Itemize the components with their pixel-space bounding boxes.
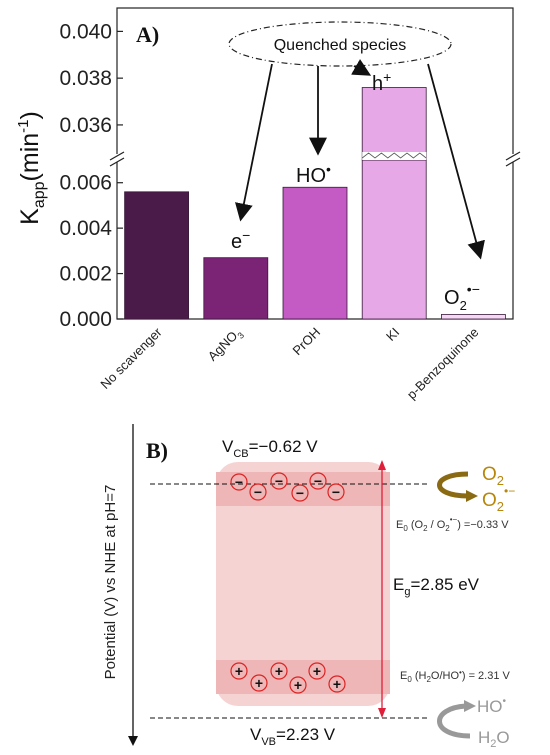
potential-axis-label: Potential (V) vs NHE at pH=7: [102, 485, 119, 680]
panel-a: 0.000 0.002 0.004 0.006 0.036 0.038 0.040 No s…: [15, 7, 521, 402]
hole: [308, 662, 326, 680]
e0-o2-label: E0 (O2 / O2•−) =−0.33 V: [396, 515, 509, 533]
axis-break-right: [505, 151, 521, 167]
axis-break-left: [109, 151, 125, 167]
category-label: No scavenger: [97, 324, 165, 392]
y-tick-label: 0.036: [59, 114, 112, 137]
y-tick-label: 0.038: [59, 67, 112, 90]
panel-b: Potential (V) vs NHE at pH=7 B) −−−−−− +…: [102, 424, 515, 750]
hole-sign: +: [255, 675, 263, 691]
bar: [282, 186, 348, 320]
electron: [230, 473, 248, 491]
electron-sign: −: [275, 473, 283, 489]
water-oxidation-arrowhead: [464, 700, 476, 712]
y-tick-label: 0.040: [59, 20, 112, 43]
water-label: H2O: [478, 728, 510, 750]
electron-sign: −: [314, 473, 322, 489]
band-gap-arrowhead-bottom: [378, 708, 386, 718]
y-tick-label: 0.004: [59, 217, 112, 240]
panel-a-label: A): [136, 22, 159, 47]
hole: [250, 674, 268, 692]
o2-radical-label: O2•−: [482, 484, 515, 514]
arrow-to-hole: [351, 59, 372, 76]
bars: [124, 87, 506, 320]
electron-label: e−: [231, 227, 250, 253]
electron-sign: −: [235, 474, 243, 490]
panel-b-label: B): [146, 438, 168, 463]
quenched-label: Quenched species: [274, 37, 407, 54]
vcb-label: VCB=−0.62 V: [222, 437, 318, 460]
hole-sign: +: [294, 677, 302, 693]
category-label: AgNO3: [205, 325, 246, 366]
y-axis-ticks: 0.000 0.002 0.004 0.006 0.036 0.038 0.040: [59, 20, 123, 331]
bar-break-zigzag: [361, 152, 427, 159]
water-oxidation-arrow: [437, 703, 471, 739]
bar: [361, 159, 427, 320]
hole-sign: +: [275, 663, 283, 679]
arrow-to-superoxide: [427, 63, 485, 260]
electron: [270, 472, 288, 490]
bar-upper-segment: [361, 87, 427, 161]
y-tick-label: 0.002: [59, 263, 112, 286]
superoxide-label: O2•−: [444, 281, 480, 313]
band-body: [216, 462, 390, 706]
electron: [291, 484, 309, 502]
electron-sign: −: [296, 485, 304, 501]
category-label: p-Benzoquinone: [404, 325, 482, 403]
category-label: PrOH: [290, 325, 324, 359]
vvb-label: VVB=2.23 V: [250, 725, 336, 748]
quenched-ellipse: [228, 21, 452, 67]
bar-break-gap: [362, 152, 427, 160]
bar: [203, 257, 269, 320]
holes: + + + + + +: [230, 662, 346, 694]
category-label: KI: [383, 325, 402, 344]
o2-label: O2: [482, 464, 504, 488]
electron: [309, 472, 327, 490]
category-labels: No scavenger AgNO3 PrOH KI p-Benzoquinone: [97, 324, 481, 402]
electron: [249, 483, 267, 501]
e0-oh-label: E0 (H2O/HO•) = 2.31 V: [400, 668, 511, 684]
potential-axis-arrowhead: [128, 736, 138, 746]
y-tick-label: 0.006: [59, 172, 112, 195]
hydroxyl-label: HO•: [296, 161, 331, 187]
electrons: −−−−−−: [230, 472, 345, 502]
eg-label: Eg=2.85 eV: [393, 575, 480, 598]
o2-reduction-arrow: [437, 471, 469, 499]
hole-sign: +: [333, 676, 341, 692]
hole-sign: +: [235, 663, 243, 679]
band-gap-arrowhead-top: [378, 460, 386, 470]
arrow-to-electron: [235, 63, 273, 222]
y-axis-label: Kapp(min-1): [15, 111, 48, 225]
hole-sign: +: [313, 663, 321, 679]
electron-sign: −: [332, 484, 340, 500]
bar: [124, 191, 189, 320]
electron: [327, 483, 345, 501]
hydroxyl-radical-label: HO•: [477, 696, 507, 716]
hole: [230, 662, 248, 680]
o2-reduction-arrowhead: [466, 490, 478, 502]
hole-label: h+: [372, 69, 391, 95]
bar: [440, 314, 506, 320]
hole: [289, 676, 307, 694]
hole: [328, 675, 346, 693]
electron-sign: −: [254, 484, 262, 500]
hole: [270, 662, 288, 680]
y-tick-label: 0.000: [59, 308, 112, 331]
